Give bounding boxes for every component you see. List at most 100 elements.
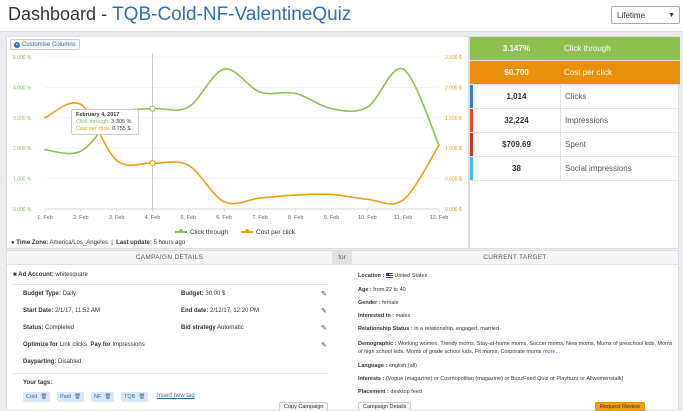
series-line-cost-per-click — [44, 102, 440, 205]
copy-campaign-button[interactable]: Copy Campaign — [279, 402, 329, 411]
pay-for-label: Pay for — [90, 342, 111, 348]
bid-strategy-label: Bid strategy — [181, 325, 216, 331]
placement-label: Placement : — [358, 389, 389, 395]
legend-click-through[interactable]: Click through — [175, 229, 228, 236]
status-row: Status: Completed — [23, 325, 74, 331]
kpi-row[interactable]: $0.700 Cost per click — [470, 61, 680, 85]
period-select[interactable]: Lifetime ▼ — [611, 6, 680, 24]
customise-columns-button[interactable]: + Customise Columns — [10, 39, 80, 50]
interests-label: Interests : — [358, 376, 385, 382]
budget-type-row: Budget Type: Daily — [23, 291, 76, 297]
insert-new-tag-link[interactable]: Insert new tag — [157, 393, 195, 399]
kpi-color-bar — [470, 85, 473, 108]
tag-chip[interactable]: NF 🗑 — [91, 392, 115, 402]
request-review-button[interactable]: Request Review — [595, 402, 646, 411]
budget-value: 30.00 $ — [205, 291, 226, 297]
x-tick-label: 5. Feb — [180, 215, 196, 221]
data-point — [223, 200, 225, 203]
chevron-down-icon: ▼ — [668, 12, 675, 19]
trash-icon[interactable]: 🗑 — [138, 394, 146, 400]
legend-label-cost-per-click: Cost per click — [256, 229, 296, 236]
tag-label: TQB — [124, 394, 136, 400]
y-right-tick-label: 0.500 $ — [445, 177, 462, 183]
timezone-info: ● Time Zone: America/Los_Angeles | Last … — [11, 240, 186, 246]
edit-budget-pencil-icon[interactable]: ✎ — [321, 291, 327, 298]
placement-row: Placement : desktop feed — [358, 388, 676, 396]
title-separator: - — [101, 4, 108, 24]
data-point — [223, 68, 225, 71]
y-right-tick-label: 2.000 $ — [445, 85, 462, 91]
divider — [13, 373, 329, 374]
data-point — [187, 164, 190, 167]
data-point — [149, 105, 156, 112]
data-point — [294, 92, 297, 95]
data-point — [259, 91, 261, 93]
tooltip-date: February 4, 2017 — [76, 112, 120, 118]
edit-optimize-pencil-icon[interactable]: ✎ — [321, 342, 327, 349]
kpi-panel: 3.147% Click through $0.700 Cost per click… — [469, 36, 680, 249]
tooltip-ctr-value: 3.305 % — [111, 119, 132, 125]
dayparting-value: Disabled — [58, 359, 82, 365]
kpi-row[interactable]: 32,224 Impressions — [470, 109, 680, 133]
language-row: Language : english (all) — [358, 362, 676, 370]
tooltip-ctr-label: Click through: — [76, 119, 110, 125]
trash-icon[interactable]: 🗑 — [74, 394, 81, 400]
kpi-value: 1,014 — [506, 92, 527, 101]
x-tick-label: 7. Feb — [252, 215, 268, 221]
location-value: United States — [394, 273, 428, 279]
y-right-tick-label: 0.000 $ — [445, 207, 462, 213]
page-title: Dashboard - TQB-Cold-NF-ValentineQuiz — [8, 4, 351, 26]
bid-strategy-row: Bid strategy Automatic — [181, 325, 244, 331]
data-point — [79, 150, 82, 153]
end-date-value: 2/12/17, 12:20 PM — [210, 308, 260, 314]
y-left-tick-label: 0.000 % — [13, 207, 32, 213]
data-point — [259, 197, 261, 199]
gender-value: female — [382, 300, 399, 306]
location-label: Location : — [358, 273, 385, 279]
dayparting-row: Dayparting: Disabled — [23, 359, 81, 365]
dashboard-label: Dashboard — [8, 4, 97, 24]
data-point — [294, 194, 297, 196]
campaign-details-button[interactable]: Campaign Details — [358, 402, 412, 411]
legend-cost-per-click[interactable]: Cost per click — [241, 229, 295, 236]
period-select-value: Lifetime — [617, 11, 646, 20]
kpi-row[interactable]: $709.69 Spent — [470, 133, 680, 157]
ad-account-row: ■ Ad Account: whitesquare — [13, 272, 88, 278]
legend-swatch-green — [175, 229, 187, 234]
kpi-row[interactable]: 3.147% Click through — [470, 37, 680, 61]
last-update-value: 5 hours ago — [153, 240, 186, 246]
us-flag-icon — [385, 273, 393, 279]
kpi-row[interactable]: 1,014 Clicks — [470, 85, 680, 109]
kpi-label: Social impressions — [560, 157, 632, 180]
kpi-color-bar — [470, 61, 473, 84]
trash-icon[interactable]: 🗑 — [104, 394, 112, 400]
tag-chip[interactable]: TQB 🗑 — [121, 392, 149, 402]
y-left-tick-label: 2.000 % — [13, 146, 32, 152]
y-right-tick-label: 2.500 $ — [445, 55, 462, 61]
interested-in-row: Interested in : males — [358, 312, 676, 320]
page-header: Dashboard - TQB-Cold-NF-ValentineQuiz Life… — [0, 0, 683, 32]
y-left-tick-label: 1.000 % — [13, 177, 32, 183]
clock-icon: ● — [11, 240, 15, 246]
x-tick-label: 2. Feb — [73, 215, 89, 221]
trash-icon[interactable]: 🗑 — [40, 394, 48, 400]
end-date-row: End date: 2/12/17, 12:20 PM — [181, 308, 259, 314]
x-tick-label: 6. Feb — [216, 215, 232, 221]
kpi-value: 38 — [512, 164, 521, 173]
tag-label: Paid — [60, 394, 72, 400]
tag-chip[interactable]: Cold 🗑 — [23, 392, 51, 402]
demographic-more-link[interactable]: more... — [542, 349, 561, 355]
tags-label: Your tags: — [23, 380, 53, 386]
data-point — [44, 148, 46, 151]
start-date-value: 2/1/17, 11:52 AM — [55, 308, 100, 314]
language-label: Language : — [358, 363, 388, 369]
timezone-label: Time Zone: — [16, 240, 49, 246]
edit-bid-pencil-icon[interactable]: ✎ — [321, 325, 327, 332]
edit-end-date-pencil-icon[interactable]: ✎ — [321, 308, 327, 315]
data-point — [79, 103, 82, 106]
data-point — [187, 106, 190, 109]
data-point — [402, 68, 405, 71]
tag-chip[interactable]: Paid 🗑 — [57, 392, 84, 402]
kpi-row[interactable]: 38 Social impressions — [470, 157, 680, 181]
y-left-tick-label: 3.000 % — [13, 116, 32, 122]
